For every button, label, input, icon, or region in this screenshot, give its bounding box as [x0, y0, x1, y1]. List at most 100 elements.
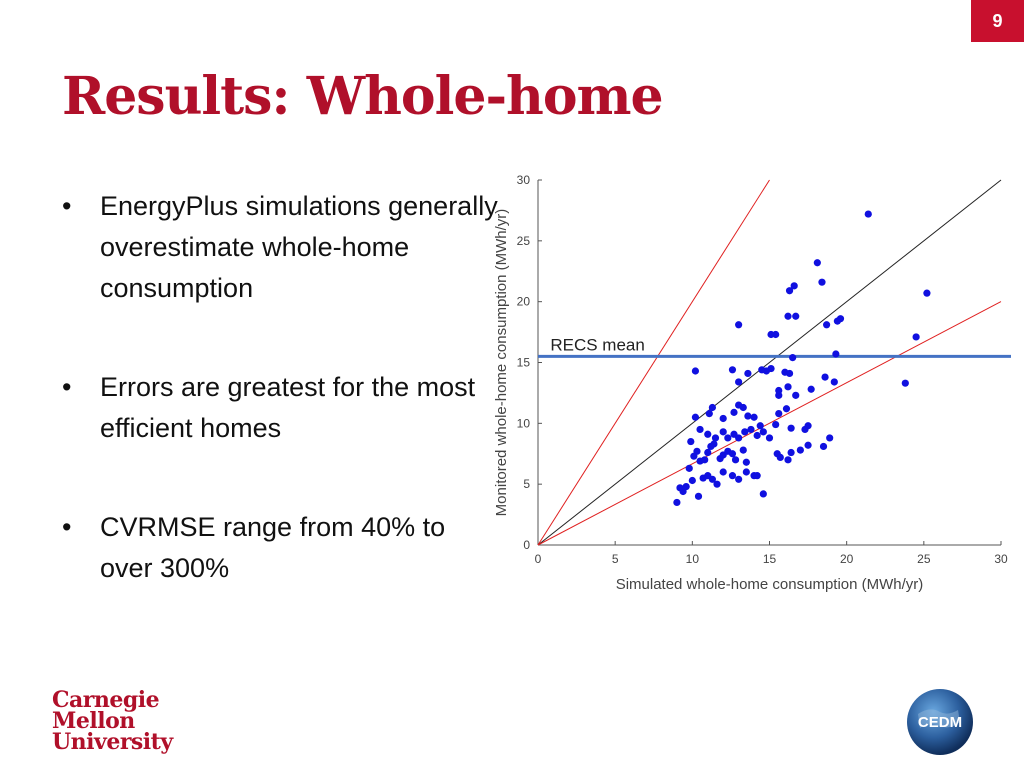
bullet-dot: •	[62, 372, 72, 402]
y-tick-label: 30	[517, 173, 531, 187]
y-tick-label: 10	[517, 416, 531, 430]
data-point	[807, 385, 815, 393]
y-tick-label: 25	[517, 234, 531, 248]
data-point	[804, 441, 812, 449]
data-point	[772, 330, 780, 339]
data-point	[747, 425, 755, 434]
data-point	[741, 428, 749, 436]
data-point	[687, 437, 695, 446]
data-point	[923, 289, 931, 297]
x-tick-label: 5	[612, 552, 619, 566]
data-point	[789, 354, 797, 362]
data-point	[735, 378, 743, 386]
data-point	[813, 259, 821, 267]
data-point	[790, 282, 798, 290]
data-point	[693, 447, 701, 455]
data-point	[673, 498, 681, 507]
data-point	[705, 410, 713, 418]
data-point	[710, 440, 718, 448]
y-tick-label: 5	[523, 477, 530, 491]
data-point	[728, 472, 737, 480]
data-point	[742, 458, 750, 466]
data-point	[901, 379, 909, 387]
cmu-logo-line: Mellon	[52, 708, 135, 734]
data-point	[691, 367, 700, 375]
data-point	[728, 450, 737, 458]
data-point	[696, 425, 704, 434]
cmu-logo-line: Carnegie	[52, 687, 160, 713]
data-point	[753, 472, 761, 480]
data-point	[785, 287, 794, 295]
data-point	[836, 315, 845, 323]
data-point	[772, 420, 780, 429]
bullet-dot: •	[62, 191, 72, 221]
data-point	[756, 422, 764, 430]
x-axis-label: Simulated whole-home consumption (MWh/yr…	[616, 576, 924, 593]
x-tick-label: 0	[535, 552, 542, 566]
data-point	[792, 312, 800, 320]
data-point	[784, 312, 792, 320]
data-point	[759, 428, 767, 436]
data-point	[701, 456, 709, 464]
bullet-text: EnergyPlus simulations generally overest…	[100, 191, 498, 303]
data-point	[713, 480, 721, 488]
data-point	[685, 464, 693, 472]
slide-title: Results: Whole-home	[62, 66, 664, 127]
data-point	[744, 412, 752, 420]
y-tick-label: 20	[517, 295, 531, 309]
data-point	[821, 373, 829, 381]
bullet-text: CVRMSE range from 40% to over 300%	[100, 512, 446, 583]
data-point	[708, 475, 716, 483]
recs-mean-label: RECS mean	[550, 335, 644, 354]
data-point	[731, 456, 740, 464]
bullet-text: Errors are greatest for the most efficie…	[100, 372, 476, 443]
data-point	[767, 364, 775, 373]
x-tick-label: 10	[686, 552, 700, 566]
data-point	[775, 391, 783, 399]
data-point	[753, 431, 761, 440]
data-point	[787, 448, 795, 457]
data-point	[704, 430, 712, 438]
data-point	[784, 383, 792, 391]
x-tick-label: 20	[840, 552, 854, 566]
data-point	[787, 424, 795, 432]
data-point	[792, 391, 800, 399]
data-point	[804, 422, 812, 430]
scatter-chart: 0 5 10 15 20 25 30 0 5 10 15 20 25 30 Simulated whole-…	[493, 173, 1011, 593]
bullet-dot: •	[62, 512, 72, 542]
data-point	[744, 369, 752, 378]
data-point	[719, 414, 727, 423]
data-point	[776, 453, 784, 461]
data-point	[832, 350, 840, 358]
data-point	[691, 413, 700, 421]
data-point	[708, 403, 716, 412]
data-point	[796, 446, 804, 454]
data-point	[912, 333, 920, 341]
reference-line	[537, 179, 770, 546]
bullet-item: • CVRMSE range from 40% to over 300%	[62, 507, 502, 589]
data-point	[724, 434, 732, 442]
data-point	[823, 321, 831, 329]
data-point	[704, 448, 712, 457]
data-point	[739, 403, 747, 412]
data-point	[759, 490, 767, 498]
reference-line	[537, 179, 1002, 546]
data-point	[864, 210, 872, 218]
data-point	[719, 428, 727, 436]
data-point	[742, 468, 750, 476]
y-tick-label: 15	[517, 356, 531, 370]
bullet-list: • EnergyPlus simulations generally overes…	[62, 186, 502, 647]
data-point	[818, 278, 826, 286]
cedm-logo-text: CEDM	[918, 714, 962, 731]
data-point	[782, 405, 791, 413]
data-point	[735, 434, 743, 442]
data-point	[735, 475, 743, 483]
x-tick-label: 30	[994, 552, 1008, 566]
x-tick-label: 25	[917, 552, 931, 566]
data-point	[730, 408, 738, 416]
cmu-logo: Carnegie Mellon University	[52, 687, 173, 753]
bullet-item: • EnergyPlus simulations generally overes…	[62, 186, 502, 309]
data-point	[765, 434, 774, 442]
y-axis-label: Monitored whole-home consumption (MWh/yr…	[493, 209, 510, 517]
data-point	[688, 476, 696, 485]
